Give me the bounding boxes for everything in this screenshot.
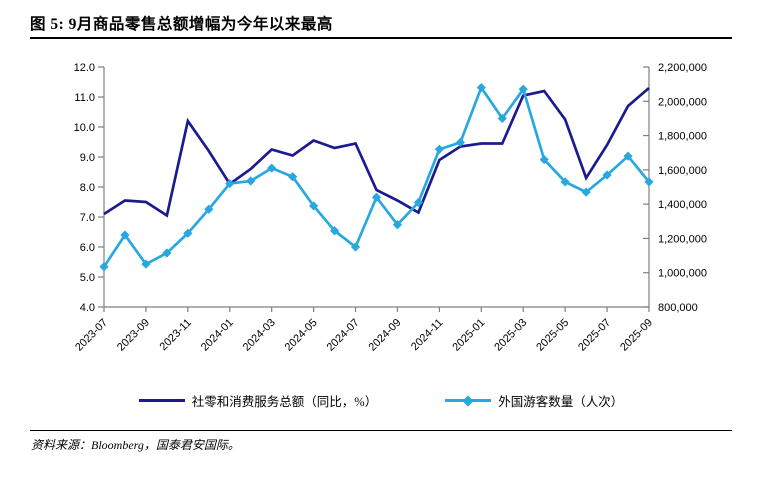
y-tick-label-left: 7.0: [80, 212, 95, 224]
x-tick-label: 2025-09: [618, 317, 655, 354]
series-line-0: [103, 86, 650, 218]
x-tick-label: 2023-11: [158, 317, 194, 353]
x-tick-label: 2025-07: [576, 317, 613, 354]
y-tick-label-right: 2,000,000: [658, 96, 707, 108]
y-tick-label-left: 4.0: [80, 302, 95, 314]
diamond-marker: [539, 154, 549, 165]
diamond-marker: [267, 163, 277, 173]
y-tick-label-left: 6.0: [80, 242, 95, 254]
diamond-marker: [204, 204, 214, 214]
diamond-marker: [288, 172, 298, 182]
y-tick-label-right: 800,000: [658, 302, 698, 314]
diamond-marker: [350, 242, 361, 252]
y-tick-label-left: 8.0: [80, 182, 95, 194]
x-tick-label: 2025-01: [450, 317, 487, 354]
y-tick-label-left: 11.0: [74, 92, 95, 104]
series-line-1: [102, 84, 651, 268]
diamond-marker: [602, 170, 612, 180]
diamond-marker: [455, 137, 465, 148]
y-tick-label-right: 2,200,000: [658, 62, 707, 74]
source-divider: [30, 430, 732, 432]
y-tick-label-left: 5.0: [80, 272, 95, 284]
source-note: 资料来源：Bloomberg，国泰君安国际。: [31, 438, 240, 452]
diamond-marker: [120, 230, 130, 240]
diamond-marker: [434, 144, 444, 154]
chart-legend: 社零和消费服务总额（同比，%） 外国游客数量（人次）: [0, 391, 762, 410]
diamond-marker: [246, 176, 256, 186]
diamond-marker: [329, 226, 340, 236]
x-tick-label: 2024-09: [367, 317, 404, 354]
diamond-marker: [183, 228, 193, 238]
diamond-marker: [644, 177, 654, 187]
y-tick-label-right: 1,000,000: [658, 268, 707, 280]
diamond-marker: [623, 151, 633, 161]
diamond-marker: [162, 248, 172, 258]
diamond-marker: [99, 262, 109, 272]
y-tick-label-right: 1,400,000: [658, 199, 707, 211]
diamond-marker: [476, 82, 486, 93]
diamond-marker: [518, 84, 528, 94]
x-tick-label: 2024-07: [325, 317, 362, 354]
x-tick-label: 2024-01: [199, 317, 236, 354]
diamond-marker: [413, 197, 424, 208]
diamond-marker: [371, 192, 382, 202]
figure-title: 图 5: 9月商品零售总额增幅为今年以来最高: [30, 16, 333, 33]
diamond-marker: [560, 177, 570, 187]
diamond-marker: [581, 187, 591, 197]
y-tick-label-left: 9.0: [80, 152, 95, 164]
x-tick-label: 2024-11: [409, 317, 445, 353]
x-tick-label: 2023-07: [73, 317, 110, 354]
x-tick-label: 2025-03: [492, 317, 529, 354]
x-tick-label: 2025-05: [534, 317, 571, 354]
navy-line-swatch: [138, 399, 185, 402]
diamond-marker: [497, 113, 507, 124]
legend-label-tourists: 外国游客数量（人次）: [498, 395, 624, 409]
y-tick-label-right: 1,600,000: [658, 165, 707, 177]
cyan-line-swatch: [445, 394, 492, 407]
diamond-marker: [392, 220, 403, 230]
x-tick-label: 2024-03: [241, 317, 278, 354]
title-divider: [30, 37, 732, 40]
diamond-marker: [309, 201, 319, 211]
y-tick-label-right: 1,200,000: [658, 233, 707, 245]
legend-item-retail: 社零和消费服务总额（同比，%）: [138, 391, 378, 410]
y-tick-label-left: 12.0: [74, 62, 95, 74]
y-tick-label-right: 1,800,000: [658, 131, 707, 143]
x-tick-label: 2024-05: [283, 317, 320, 354]
y-tick-label-left: 10.0: [74, 122, 95, 134]
legend-label-retail: 社零和消费服务总额（同比，%）: [191, 395, 378, 409]
legend-item-tourists: 外国游客数量（人次）: [445, 391, 623, 410]
x-tick-label: 2023-09: [115, 317, 152, 354]
diamond-marker-icon: [462, 394, 474, 407]
diamond-marker: [141, 259, 151, 269]
diamond-marker: [225, 178, 235, 189]
